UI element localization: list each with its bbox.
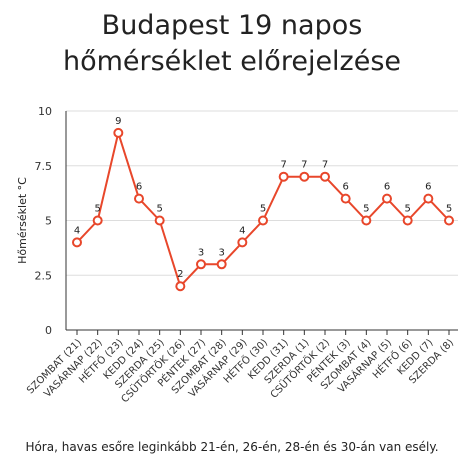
data-point xyxy=(444,215,454,226)
chart-footnote: Hóra, havas esőre leginkább 21-én, 26-én… xyxy=(25,440,439,454)
data-point xyxy=(278,171,289,182)
data-point xyxy=(423,193,434,204)
data-point xyxy=(361,215,372,226)
data-point xyxy=(216,259,227,270)
chart-title-line-2: hőmérséklet előrejelzése xyxy=(62,46,402,77)
y-tick-label: 2.5 xyxy=(35,269,53,282)
data-label: 5 xyxy=(404,204,410,215)
data-point xyxy=(340,193,351,204)
data-point xyxy=(299,171,310,182)
data-point xyxy=(134,193,144,204)
y-tick-label: 7.5 xyxy=(35,160,53,173)
data-point xyxy=(196,259,206,270)
data-label: 5 xyxy=(94,204,100,215)
data-point xyxy=(113,127,124,138)
data-label: 6 xyxy=(384,182,390,193)
data-point xyxy=(320,171,330,182)
data-label: 5 xyxy=(446,204,452,215)
data-label: 6 xyxy=(342,182,348,193)
data-label: 6 xyxy=(136,182,142,193)
data-label: 3 xyxy=(198,247,204,258)
data-point xyxy=(402,215,413,226)
data-label: 6 xyxy=(425,182,431,193)
data-label: 5 xyxy=(156,204,162,215)
y-axis-title: Hőmérséklet °C xyxy=(16,177,29,264)
data-point xyxy=(382,193,392,204)
data-label: 4 xyxy=(239,225,245,236)
data-point xyxy=(258,215,268,226)
y-tick-label: 5 xyxy=(45,215,52,228)
data-label: 9 xyxy=(115,116,121,127)
data-point xyxy=(154,215,165,226)
data-label: 3 xyxy=(218,247,224,258)
y-tick-label: 10 xyxy=(38,105,52,118)
data-label: 7 xyxy=(280,160,286,171)
data-label: 7 xyxy=(322,160,328,171)
chart-title-line-1: Budapest 19 napos xyxy=(101,10,363,41)
data-label: 5 xyxy=(363,204,369,215)
data-point xyxy=(72,237,82,248)
data-label: 7 xyxy=(301,160,307,171)
data-label: 5 xyxy=(260,204,266,215)
data-point xyxy=(92,215,103,226)
y-tick-label: 0 xyxy=(45,324,52,337)
data-label: 4 xyxy=(74,225,80,236)
data-label: 2 xyxy=(177,269,183,280)
data-point xyxy=(237,237,248,248)
chart-title: Budapest 19 napos hőmérséklet előrejelzé… xyxy=(0,8,464,80)
data-point xyxy=(175,281,186,292)
